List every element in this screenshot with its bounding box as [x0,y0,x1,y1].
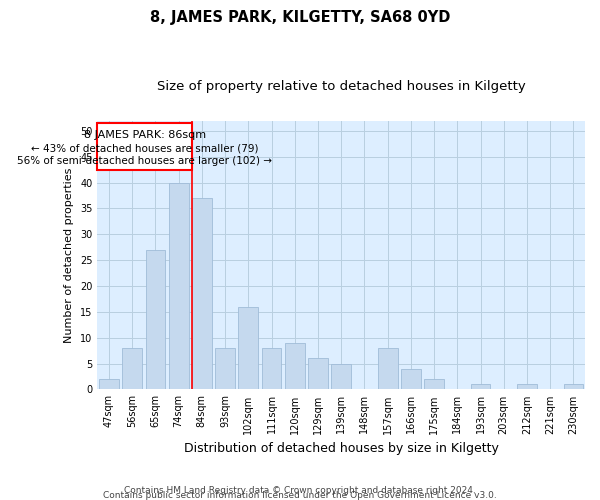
Bar [331,364,351,390]
Bar [238,306,258,390]
Text: Contains HM Land Registry data © Crown copyright and database right 2024.: Contains HM Land Registry data © Crown c… [124,486,476,495]
Bar [517,384,537,390]
Text: 8, JAMES PARK, KILGETTY, SA68 0YD: 8, JAMES PARK, KILGETTY, SA68 0YD [150,10,450,25]
Bar [215,348,235,390]
Bar [401,368,421,390]
Text: Contains public sector information licensed under the Open Government Licence v3: Contains public sector information licen… [103,491,497,500]
Bar [378,348,398,390]
Bar [563,384,583,390]
Bar [122,348,142,390]
Title: Size of property relative to detached houses in Kilgetty: Size of property relative to detached ho… [157,80,526,93]
Bar [146,250,166,390]
Bar [424,379,444,390]
Bar [262,348,281,390]
Y-axis label: Number of detached properties: Number of detached properties [64,168,74,342]
Bar [285,343,305,390]
Bar [308,358,328,390]
Bar [192,198,212,390]
Text: 8 JAMES PARK: 86sqm: 8 JAMES PARK: 86sqm [83,130,206,140]
Bar [470,384,490,390]
X-axis label: Distribution of detached houses by size in Kilgetty: Distribution of detached houses by size … [184,442,499,455]
Text: 56% of semi-detached houses are larger (102) →: 56% of semi-detached houses are larger (… [17,156,272,166]
Bar [169,182,188,390]
Bar [97,123,192,170]
Text: ← 43% of detached houses are smaller (79): ← 43% of detached houses are smaller (79… [31,144,259,154]
Bar [99,379,119,390]
